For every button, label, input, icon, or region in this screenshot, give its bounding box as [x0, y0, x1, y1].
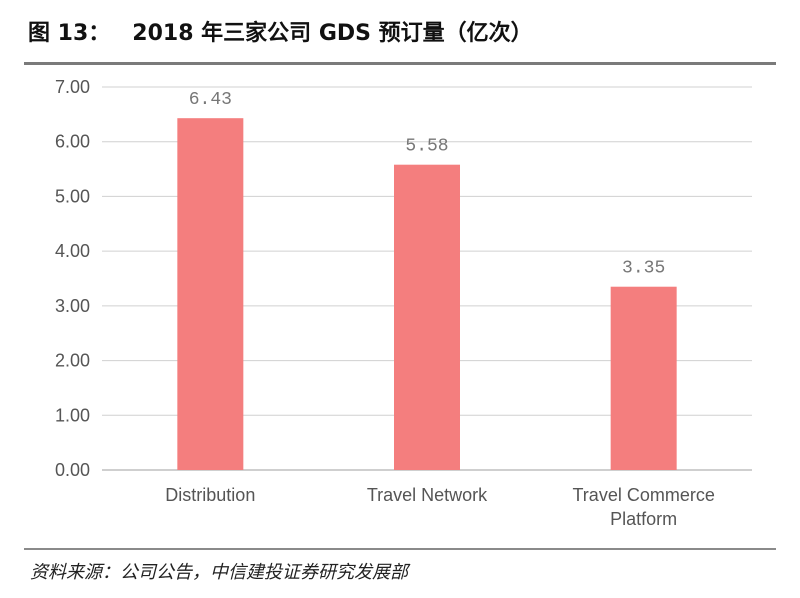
y-tick-label: 5.00 — [55, 186, 90, 206]
x-tick-label: Platform — [610, 509, 677, 529]
source-note: 资料来源：公司公告，中信建投证券研究发展部 — [30, 562, 408, 583]
chart-title-text: 2018 年三家公司 GDS 预订量（亿次） — [132, 21, 533, 46]
y-tick-label: 2.00 — [55, 351, 90, 371]
bar — [610, 286, 677, 470]
y-tick-label: 0.00 — [55, 460, 90, 480]
data-label: 3.35 — [622, 259, 665, 279]
x-tick-label: Distribution — [165, 485, 255, 505]
chart-area: 0.00 1.00 2.00 3.00 4.00 5.00 6.00 7.00 6.43 Dist… — [0, 70, 800, 540]
title-divider — [24, 62, 776, 65]
y-tick-label: 7.00 — [55, 77, 90, 97]
y-tick-label: 6.00 — [55, 132, 90, 152]
y-tick-label: 4.00 — [55, 241, 90, 261]
data-label: 5.58 — [405, 137, 448, 157]
x-tick-label: Travel Network — [367, 485, 488, 505]
data-label: 6.43 — [189, 90, 232, 110]
y-tick-label: 3.00 — [55, 296, 90, 316]
y-tick-label: 1.00 — [55, 405, 90, 425]
bar-chart: 0.00 1.00 2.00 3.00 4.00 5.00 6.00 7.00 6.43 Dist… — [55, 77, 752, 529]
bar — [177, 118, 244, 471]
bar — [394, 164, 460, 471]
figure-number: 图 13： — [28, 21, 111, 46]
x-tick-label: Travel Commerce — [572, 485, 714, 505]
source-divider — [24, 548, 776, 550]
chart-title: 图 13： 2018 年三家公司 GDS 预订量（亿次） — [0, 0, 800, 62]
